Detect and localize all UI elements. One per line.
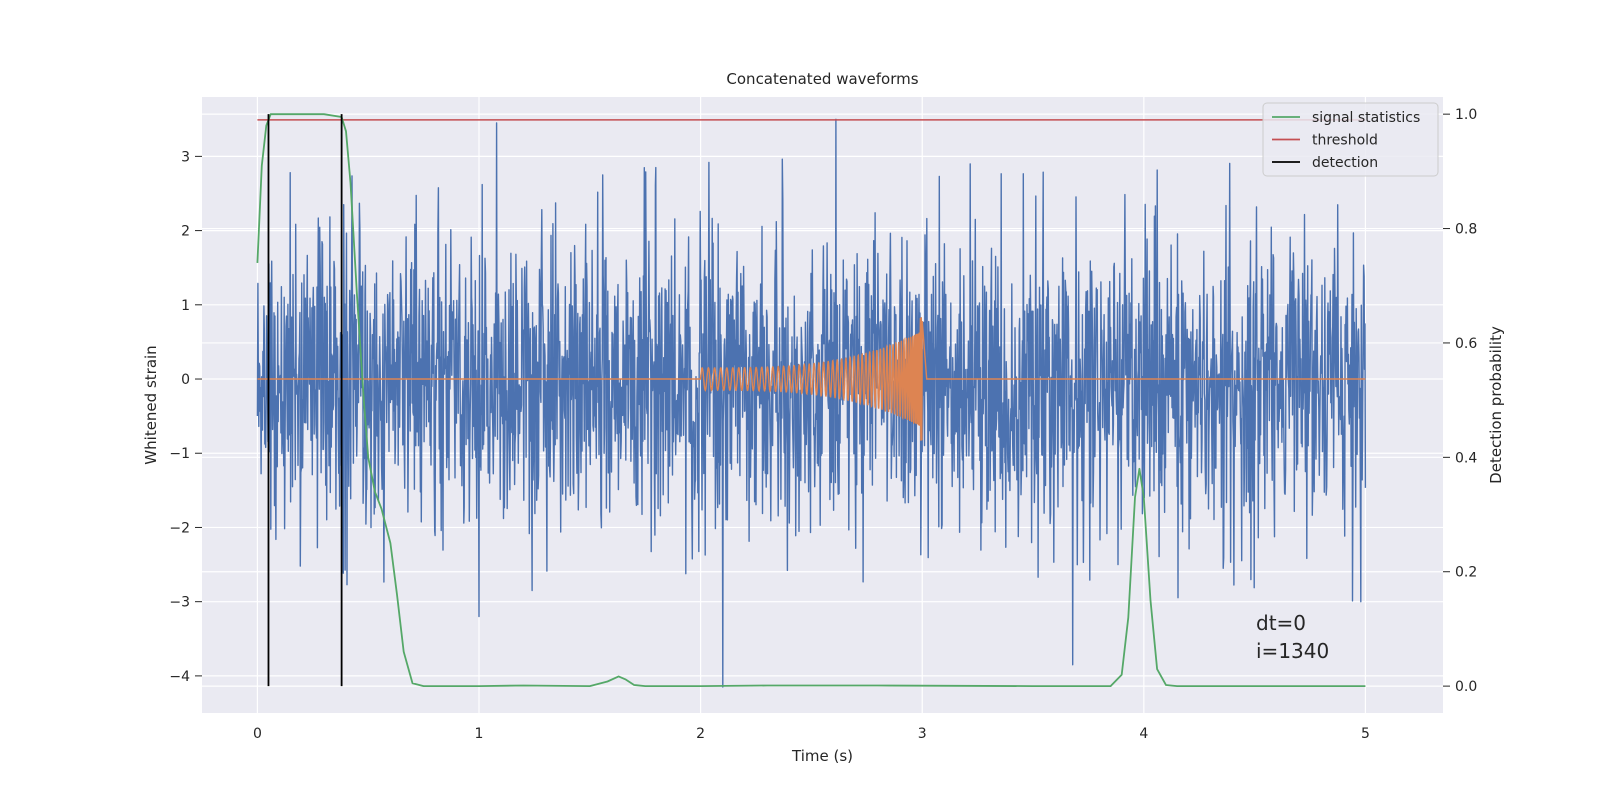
strain-line <box>256 118 1367 688</box>
x-axis-label: Time (s) <box>791 747 853 765</box>
legend-label-detection: detection <box>1312 155 1378 171</box>
y-tick-label: 2 <box>181 224 190 240</box>
template-series <box>257 317 1366 441</box>
x-tick-label: 5 <box>1361 726 1370 742</box>
y2-tick-label: 0.0 <box>1455 679 1477 695</box>
statistics-line <box>256 113 1366 687</box>
y2-tick-label: 0.2 <box>1455 565 1477 581</box>
y-tick-label: 3 <box>181 149 190 165</box>
x-tick-label: 4 <box>1139 726 1148 742</box>
y-axis-label: Whitened strain <box>142 345 160 464</box>
annotation-index: i=1340 <box>1256 639 1329 663</box>
y2-axis-label: Detection probability <box>1487 326 1505 484</box>
y-tick-label: −2 <box>169 520 190 536</box>
statistics-series <box>256 113 1366 687</box>
x-tick-label: 2 <box>696 726 705 742</box>
legend-box <box>1262 102 1439 177</box>
strain-series <box>256 118 1367 688</box>
y2-tick-label: 1.0 <box>1455 107 1477 123</box>
template-line <box>257 317 1366 441</box>
legend-label-threshold: threshold <box>1312 133 1378 149</box>
legend: signal statistics threshold detection <box>1262 102 1439 177</box>
axes: 0 1 2 3 4 5 3 2 1 0 −1 −2 −3 −4 1.0 0.8 0.6 0.4 0.2 0.0 <box>169 107 1477 742</box>
y-tick-label: −4 <box>169 669 190 685</box>
annotation-dt: dt=0 <box>1256 611 1306 635</box>
x-tick-label: 0 <box>253 726 262 742</box>
x-tick-label: 3 <box>918 726 927 742</box>
detection-series <box>267 114 343 687</box>
y-tick-label: 1 <box>181 298 190 314</box>
y2-tick-label: 0.4 <box>1455 450 1477 466</box>
y2-tick-label: 0.8 <box>1455 222 1477 238</box>
y-tick-label: 0 <box>181 372 190 388</box>
y-tick-label: −1 <box>169 446 190 462</box>
x-tick-label: 1 <box>475 726 484 742</box>
y-tick-label: −3 <box>169 595 190 611</box>
chart-title: Concatenated waveforms <box>726 70 918 88</box>
y2-tick-label: 0.6 <box>1455 336 1477 352</box>
legend-label-signal-statistics: signal statistics <box>1312 110 1420 126</box>
